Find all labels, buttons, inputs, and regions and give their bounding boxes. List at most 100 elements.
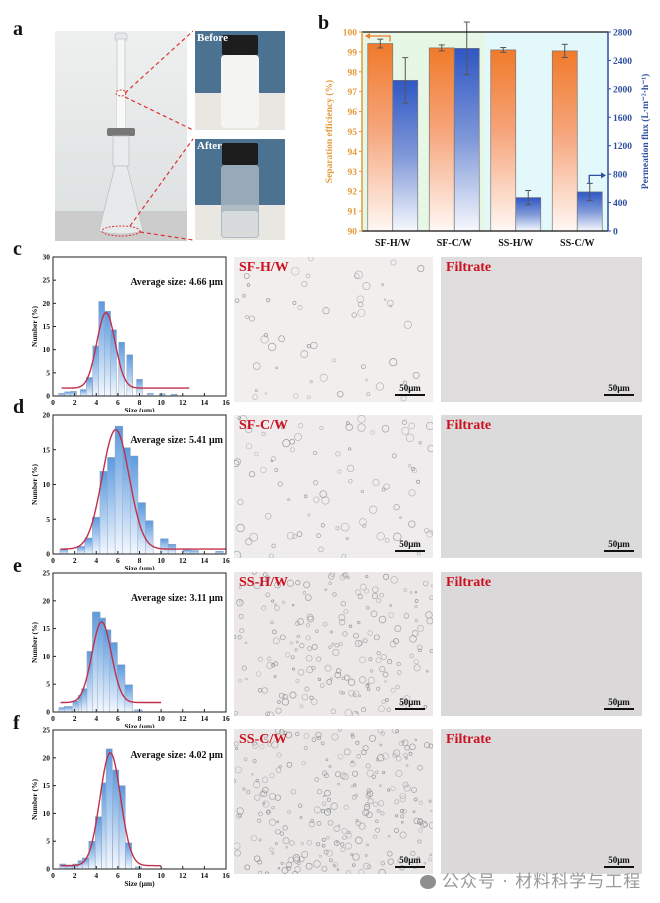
svg-text:16: 16 [222, 714, 230, 723]
svg-text:15: 15 [43, 781, 51, 790]
scale-bar: 50μm [395, 539, 425, 552]
scale-bar: 50μm [395, 855, 425, 868]
after-vial-photo: After [195, 139, 285, 240]
svg-text:0: 0 [46, 708, 50, 717]
svg-text:12: 12 [179, 556, 187, 565]
svg-text:14: 14 [201, 714, 209, 723]
zoom-callout-lines [124, 30, 194, 241]
svg-text:20: 20 [43, 411, 51, 420]
micrograph-filtrate-ss-cw: Filtrate 50μm [441, 729, 642, 874]
panel-letter-d: d [13, 396, 25, 418]
svg-text:10: 10 [43, 480, 51, 489]
micrograph-emulsion-ss-cw: SS-C/W 50μm [234, 729, 433, 874]
svg-text:25: 25 [43, 569, 51, 578]
svg-text:10: 10 [157, 398, 165, 407]
watermark: 公众号 · 材料科学与工程 [420, 867, 641, 892]
wechat-icon [420, 875, 436, 889]
svg-text:Average size: 5.41 μm: Average size: 5.41 μm [130, 435, 223, 446]
svg-text:6: 6 [116, 398, 120, 407]
svg-text:15: 15 [43, 445, 51, 454]
micrograph-emulsion-sf-cw: SF-C/W 50μm [234, 415, 433, 558]
svg-text:5: 5 [46, 837, 50, 846]
filtration-setup-photo [55, 31, 187, 241]
svg-text:2000: 2000 [613, 85, 632, 95]
svg-text:6: 6 [116, 871, 120, 880]
svg-text:6: 6 [116, 556, 120, 565]
svg-text:12: 12 [179, 714, 187, 723]
svg-text:8: 8 [138, 398, 142, 407]
svg-text:25: 25 [43, 276, 51, 285]
svg-text:0: 0 [51, 556, 55, 565]
after-label: After [197, 140, 223, 152]
svg-text:2: 2 [73, 556, 77, 565]
emulsion-label: SS-C/W [239, 732, 288, 747]
svg-text:Size (μm): Size (μm) [124, 406, 155, 412]
svg-text:0: 0 [51, 398, 55, 407]
svg-text:Number (%): Number (%) [30, 779, 39, 820]
svg-text:2400: 2400 [613, 57, 632, 67]
svg-text:92: 92 [348, 188, 358, 198]
svg-text:8: 8 [138, 556, 142, 565]
filtrate-label: Filtrate [446, 575, 492, 590]
svg-text:0: 0 [46, 392, 50, 401]
svg-text:10: 10 [43, 809, 51, 818]
scale-bar: 50μm [604, 383, 634, 396]
size-distribution-chart-f: 0 2 4 6 8 10 12 14 16 0 5 10 15 20 25 Size (μm) Number (… [30, 726, 230, 889]
svg-text:Number (%): Number (%) [30, 464, 39, 505]
svg-text:98: 98 [348, 68, 358, 78]
svg-text:20: 20 [43, 753, 51, 762]
svg-text:14: 14 [201, 556, 209, 565]
svg-text:30: 30 [43, 253, 51, 262]
panel-letter-a: a [13, 18, 23, 40]
svg-text:1600: 1600 [613, 114, 632, 124]
svg-text:2: 2 [73, 714, 77, 723]
svg-text:2: 2 [73, 398, 77, 407]
svg-text:Size (μm): Size (μm) [124, 879, 155, 888]
svg-text:16: 16 [222, 398, 230, 407]
svg-text:97: 97 [348, 88, 358, 98]
svg-text:Number (%): Number (%) [30, 306, 39, 347]
size-distribution-chart-c: 0 2 4 6 8 10 12 14 16 0 5 10 15 20 25 30 Size (μm) Number… [30, 253, 230, 413]
svg-text:0: 0 [46, 865, 50, 874]
svg-text:0: 0 [46, 550, 50, 559]
svg-text:Average size: 3.11 μm: Average size: 3.11 μm [131, 593, 224, 604]
svg-text:2800: 2800 [613, 29, 632, 39]
svg-text:5: 5 [46, 680, 50, 689]
svg-text:1200: 1200 [613, 142, 632, 152]
emulsion-label: SF-H/W [239, 260, 289, 275]
svg-text:Average size: 4.02 μm: Average size: 4.02 μm [130, 750, 223, 761]
svg-text:15: 15 [43, 624, 51, 633]
svg-text:12: 12 [179, 871, 187, 880]
svg-text:Permeation flux (L·m⁻²·h⁻¹): Permeation flux (L·m⁻²·h⁻¹) [640, 74, 651, 189]
svg-text:Size (μm): Size (μm) [124, 722, 155, 728]
svg-text:800: 800 [613, 171, 628, 181]
svg-text:12: 12 [179, 398, 187, 407]
panel-letter-e: e [13, 555, 22, 577]
emulsion-label: SF-C/W [239, 418, 288, 433]
svg-text:Average size: 4.66 μm: Average size: 4.66 μm [130, 277, 223, 288]
micrograph-emulsion-ss-hw: SS-H/W 50μm [234, 572, 433, 716]
svg-text:10: 10 [157, 556, 165, 565]
svg-text:20: 20 [43, 299, 51, 308]
svg-text:Number (%): Number (%) [30, 622, 39, 663]
svg-text:15: 15 [43, 322, 51, 331]
scale-bar: 50μm [604, 855, 634, 868]
svg-text:Separation efficiency (%): Separation efficiency (%) [324, 80, 335, 183]
svg-text:8: 8 [138, 871, 142, 880]
panel-letter-c: c [13, 238, 22, 260]
filtrate-label: Filtrate [446, 418, 492, 433]
scale-bar: 50μm [395, 383, 425, 396]
svg-text:93: 93 [348, 168, 358, 178]
svg-text:4: 4 [94, 871, 98, 880]
micrograph-filtrate-ss-hw: Filtrate 50μm [441, 572, 642, 716]
svg-text:400: 400 [613, 199, 628, 209]
svg-text:SF-C/W: SF-C/W [437, 238, 472, 249]
separation-efficiency-flux-chart: SF-H/W SF-C/W SS-H/W SS-C/W 90 91 92 93 94 95 96 97… [324, 21, 651, 249]
svg-text:4: 4 [94, 556, 98, 565]
scale-bar: 50μm [604, 697, 634, 710]
svg-text:10: 10 [43, 652, 51, 661]
svg-text:14: 14 [201, 398, 209, 407]
svg-text:95: 95 [348, 128, 358, 138]
svg-text:8: 8 [138, 714, 142, 723]
svg-text:0: 0 [51, 871, 55, 880]
